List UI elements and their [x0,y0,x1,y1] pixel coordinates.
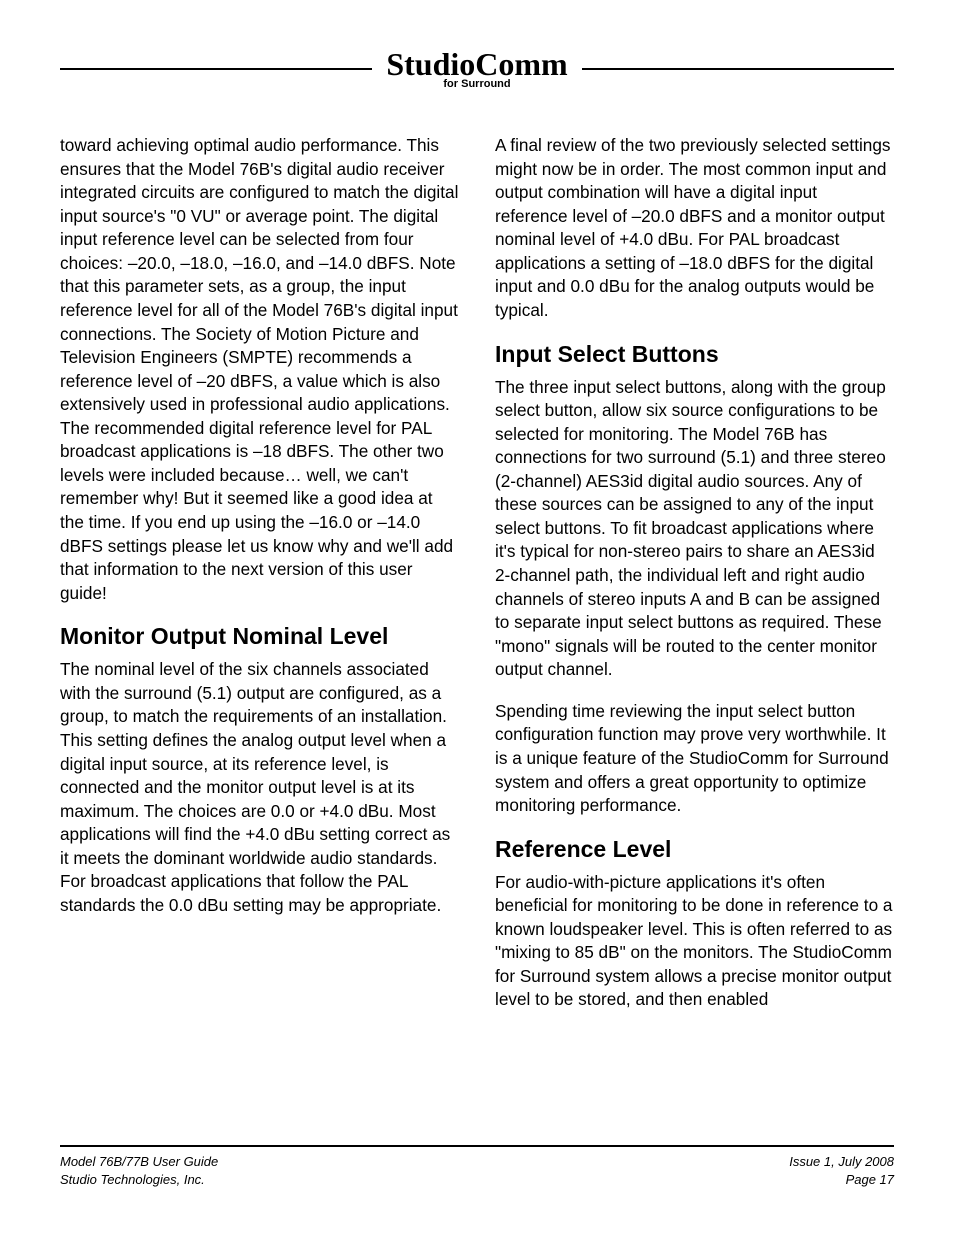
header-rule-left [60,68,372,70]
heading-monitor-output: Monitor Output Nominal Level [60,623,459,650]
paragraph: Spending time reviewing the input select… [495,700,894,818]
paragraph: The three input select buttons, along wi… [495,376,894,682]
logo: StudioComm for Surround [372,48,581,90]
header-rule-right [582,68,894,70]
left-column: toward achieving optimal audio performan… [60,134,459,1030]
footer-model-guide: Model 76B/77B User Guide [60,1153,218,1171]
logo-script-text: StudioComm [386,48,567,80]
content-columns: toward achieving optimal audio performan… [60,134,894,1030]
page-header: StudioComm for Surround [60,48,894,90]
page-footer: Model 76B/77B User Guide Issue 1, July 2… [60,1145,894,1189]
heading-input-select: Input Select Buttons [495,341,894,368]
footer-page-number: Page 17 [846,1171,894,1189]
heading-reference-level: Reference Level [495,836,894,863]
paragraph: A final review of the two previously sel… [495,134,894,323]
paragraph: toward achieving optimal audio performan… [60,134,459,605]
footer-company: Studio Technologies, Inc. [60,1171,205,1189]
paragraph: For audio-with-picture applications it's… [495,871,894,1012]
footer-rule [60,1145,894,1147]
footer-issue-date: Issue 1, July 2008 [789,1153,894,1171]
paragraph: The nominal level of the six channels as… [60,658,459,917]
right-column: A final review of the two previously sel… [495,134,894,1030]
